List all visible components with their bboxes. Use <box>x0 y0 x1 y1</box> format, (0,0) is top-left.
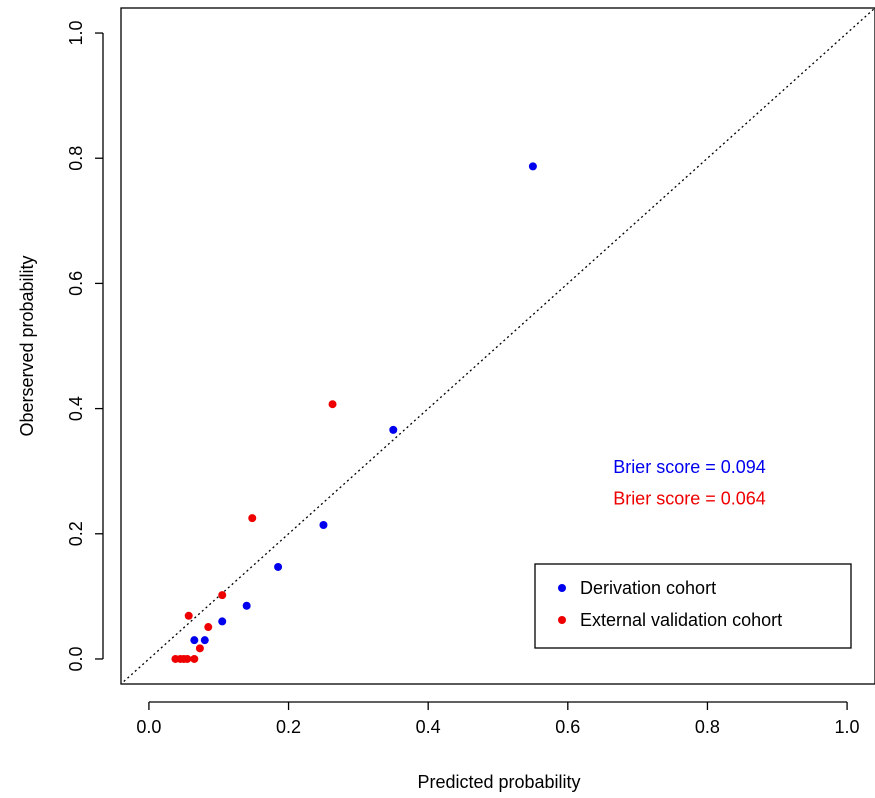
legend-box <box>534 563 852 649</box>
data-point <box>190 654 199 663</box>
legend-marker <box>558 584 566 592</box>
data-point <box>242 601 251 610</box>
data-point <box>248 514 257 523</box>
data-point <box>200 636 209 645</box>
data-point <box>319 521 328 530</box>
data-point <box>190 636 199 645</box>
x-axis: 0.0 0.2 0.4 0.6 0.8 1.0 <box>136 701 860 737</box>
data-point <box>218 617 227 626</box>
y-tick-label: 0.6 <box>66 271 86 296</box>
plot-frame <box>120 7 875 685</box>
data-point <box>183 654 192 663</box>
data-point <box>204 623 213 632</box>
data-point <box>184 611 193 620</box>
x-tick-label: 1.0 <box>835 717 860 737</box>
legend-marker <box>558 616 566 624</box>
data-point <box>274 562 283 571</box>
y-tick-label: 0.0 <box>66 646 86 671</box>
y-axis-title: Oberserved probability <box>17 255 37 436</box>
data-point <box>328 400 337 409</box>
y-tick-label: 0.8 <box>66 146 86 171</box>
x-tick-label: 0.4 <box>416 717 441 737</box>
x-tick-label: 0.2 <box>276 717 301 737</box>
legend: Derivation cohort External validation coh… <box>534 563 852 649</box>
data-point <box>389 425 398 434</box>
y-tick-label: 0.4 <box>66 396 86 421</box>
data-point <box>195 644 204 653</box>
y-tick-label: 1.0 <box>66 21 86 46</box>
data-point <box>528 162 537 171</box>
series-1 <box>190 162 537 645</box>
x-tick-label: 0.8 <box>695 717 720 737</box>
x-axis-title: Predicted probability <box>417 772 580 792</box>
y-axis: 0.0 0.2 0.4 0.6 0.8 1.0 <box>66 21 104 671</box>
legend-label: Derivation cohort <box>580 578 716 598</box>
x-tick-label: 0.0 <box>136 717 161 737</box>
brier-score-annotation: Brier score = 0.064 <box>613 488 766 508</box>
y-tick-label: 0.2 <box>66 521 86 546</box>
series-2 <box>171 400 337 663</box>
x-tick-label: 0.6 <box>555 717 580 737</box>
data-points <box>171 162 537 663</box>
data-point <box>218 591 227 600</box>
brier-score-annotation: Brier score = 0.094 <box>613 457 766 477</box>
annotations: Brier score = 0.094 Brier score = 0.064 <box>613 457 766 508</box>
legend-label: External validation cohort <box>580 610 782 630</box>
